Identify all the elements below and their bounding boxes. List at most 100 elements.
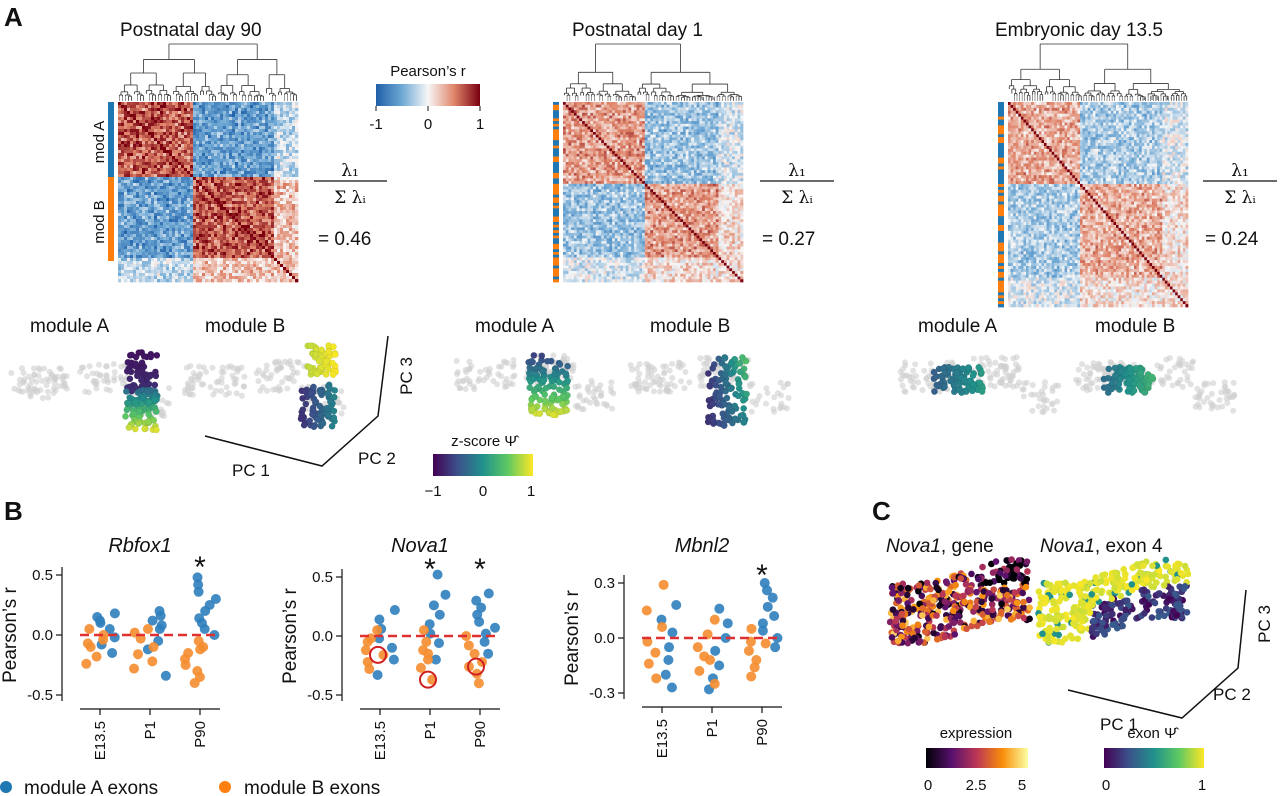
expression-point	[1004, 605, 1011, 613]
exon-point	[1129, 564, 1136, 572]
module-a-label-p90: module A	[30, 316, 110, 337]
expression-point	[961, 598, 969, 606]
data-point	[160, 670, 171, 681]
data-point	[433, 638, 444, 649]
mod-b-label: mod B	[91, 200, 108, 243]
exon-point	[1141, 587, 1149, 595]
eig-formula-p90: λ₁ Σ λᵢ = 0.46	[314, 161, 387, 250]
expression-point	[1015, 612, 1022, 620]
expression-point	[1008, 556, 1015, 563]
c-title-gene-italic: Nova1	[886, 536, 941, 557]
data-point	[483, 648, 494, 659]
expression-point	[895, 597, 902, 604]
module-b-label-p90: module B	[205, 316, 285, 337]
x-tick-label: P1	[422, 721, 439, 739]
exon-point	[1109, 601, 1116, 609]
pearson-tick-zero: 0	[424, 116, 432, 133]
expression-point	[933, 635, 941, 643]
expression-tick-2: 5	[1018, 777, 1026, 794]
expression-point	[919, 605, 926, 612]
expression-point	[979, 563, 986, 571]
data-point	[692, 642, 703, 653]
expression-point	[996, 592, 1004, 599]
data-point	[651, 673, 662, 684]
legend-label-a: module A exons	[24, 778, 158, 796]
mod-a-label: mod A	[91, 121, 108, 164]
data-point	[434, 609, 445, 620]
expression-point	[949, 607, 957, 615]
expression-point	[988, 600, 996, 608]
data-point	[489, 622, 500, 633]
expression-point	[986, 618, 993, 626]
expression-point	[925, 623, 933, 631]
expression-point	[945, 588, 953, 595]
expression-point	[957, 575, 965, 582]
panel-a-letter: A	[4, 2, 23, 32]
expression-point	[921, 628, 929, 635]
expression-point	[889, 606, 897, 613]
expression-point	[952, 592, 959, 599]
exon-point	[1061, 635, 1069, 643]
data-point	[189, 678, 200, 688]
expression-point	[989, 569, 997, 576]
exon-point	[1070, 620, 1077, 627]
expression-point	[979, 619, 986, 627]
expression-point	[978, 598, 985, 606]
expression-point	[925, 600, 932, 607]
expression-label: expression	[940, 725, 1013, 742]
expression-point	[943, 579, 951, 587]
expression-point	[939, 591, 946, 599]
exon-point	[1090, 617, 1097, 625]
data-point	[193, 586, 204, 597]
expression-point	[986, 579, 994, 586]
data-point	[463, 640, 474, 651]
data-point	[82, 638, 93, 649]
module-a-label-e135: module A	[918, 316, 998, 337]
exon-point	[1141, 610, 1148, 617]
y-tick-label: -0.5	[27, 687, 53, 704]
pearson-colorbar-label: Pearson’s r	[390, 63, 466, 80]
exon-point	[1045, 638, 1053, 646]
eig-den: Σ λᵢ	[781, 188, 813, 208]
c-title-exon-rest: , exon 4	[1095, 536, 1163, 557]
exon-point	[1055, 597, 1063, 605]
exon-point	[1162, 573, 1169, 581]
expression-point	[968, 622, 976, 630]
data-point	[372, 669, 383, 680]
expression-point	[1019, 604, 1027, 611]
expression-point	[1001, 572, 1009, 579]
pc3-label: PC 3	[397, 357, 416, 395]
exon-point	[1122, 606, 1129, 614]
x-tick-label: P90	[472, 721, 489, 748]
expression-point	[998, 600, 1005, 608]
data-point	[95, 618, 106, 628]
significance-star: *	[474, 553, 486, 586]
expression-point	[960, 592, 967, 600]
y-tick-label: -0.5	[307, 687, 333, 704]
panel-c-clouds	[886, 556, 1192, 647]
y-tick-label: -0.3	[589, 685, 615, 702]
subplot-title: Mbnl2	[675, 535, 729, 557]
exon-point	[1119, 615, 1126, 622]
data-point	[104, 624, 115, 634]
expression-point	[1013, 566, 1021, 573]
expression-point	[1024, 568, 1031, 575]
exon-point	[1086, 579, 1094, 587]
exon-point	[1097, 578, 1105, 585]
exon-point	[1112, 578, 1120, 586]
expression-point	[1003, 591, 1011, 599]
exon-point	[1181, 562, 1189, 570]
heatmap-p90	[108, 43, 299, 283]
exon-point	[1155, 567, 1163, 574]
pc-axes-a: PC 1 PC 2 PC 3	[204, 335, 416, 480]
significance-star: *	[194, 551, 206, 584]
exon-point	[1064, 585, 1071, 593]
c-title-exon-italic: Nova1	[1040, 536, 1095, 557]
data-point	[147, 615, 158, 626]
expression-point	[950, 619, 958, 627]
exon-point	[1043, 580, 1051, 588]
data-point	[107, 648, 118, 658]
y-tick-label: 0.0	[594, 630, 615, 647]
expression-colorbar: expression 0 2.5 5	[924, 725, 1028, 794]
